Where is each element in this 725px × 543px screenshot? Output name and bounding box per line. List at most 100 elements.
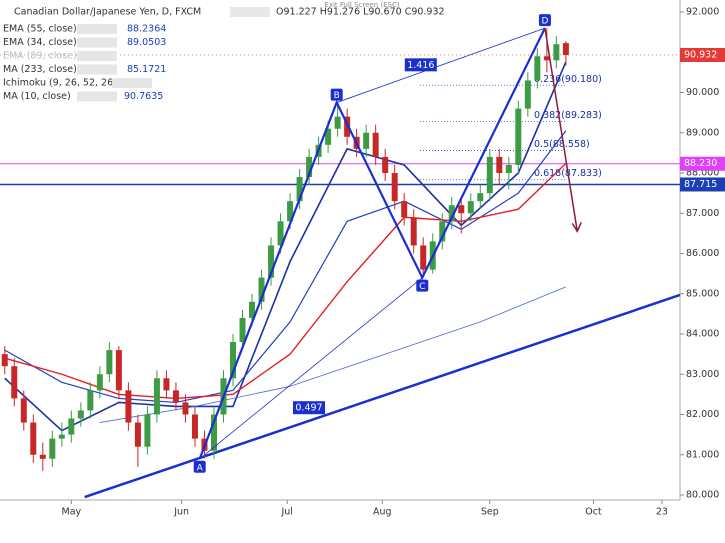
candle-body — [296, 177, 303, 202]
candle-body — [439, 221, 446, 242]
trendline — [84, 293, 681, 499]
candle-body — [467, 201, 474, 214]
indicator-value: 89.0503 — [127, 37, 166, 48]
candle-body — [144, 414, 151, 447]
candle-body — [1, 354, 8, 367]
candle-body — [30, 422, 37, 455]
indicator-name: EMA (34, close) — [3, 37, 77, 48]
projection-arrow — [544, 27, 579, 232]
candle-body — [287, 201, 294, 222]
candle-body — [125, 390, 132, 423]
harmonic-pattern — [198, 27, 546, 460]
candle-body — [87, 390, 94, 411]
candle-body — [486, 156, 493, 194]
point-label: D — [541, 17, 548, 27]
x-tick-label: Jun — [173, 507, 189, 518]
y-tick-label: 92.000 — [686, 7, 719, 18]
y-tick-label: 86.000 — [686, 248, 719, 259]
indicator-line — [99, 286, 567, 423]
y-tick-label: 81.000 — [686, 449, 719, 460]
candle-body — [249, 301, 256, 318]
indicator-value: 88.2364 — [127, 24, 166, 35]
icon-group[interactable] — [230, 7, 270, 17]
point-box — [538, 14, 551, 27]
candle-body — [172, 390, 179, 403]
x-tick-label: 23 — [656, 507, 668, 518]
price-label: 88.230 — [684, 158, 717, 169]
price-label-box — [680, 156, 725, 171]
indicator-icons — [77, 91, 117, 102]
candle-body — [20, 398, 27, 423]
candle-body — [391, 173, 398, 202]
candle-body — [68, 418, 75, 435]
y-tick-label: 90.000 — [686, 87, 719, 98]
indicator-name: Ichimoku (9, 26, 52, 26) — [3, 78, 117, 89]
overlay: Exit Full Screen (ESC) Canadian Dollar/J… — [14, 1, 445, 18]
last-price-box — [680, 47, 725, 62]
y-tick-label: 82.000 — [686, 409, 719, 420]
indicator-name: EMA (55, close) — [3, 24, 77, 35]
x-tick-label: Oct — [585, 507, 602, 518]
indicator-icons — [77, 37, 117, 48]
indicator-icons — [77, 51, 117, 61]
x-tick-label: Sep — [481, 507, 499, 518]
candle-body — [325, 128, 332, 145]
candle-body — [382, 156, 389, 173]
y-tick-label: 83.000 — [686, 369, 719, 380]
candle-body — [39, 454, 46, 459]
y-tick-label: 85.000 — [686, 288, 719, 299]
y-tick-label: 80.000 — [686, 490, 719, 501]
candle-body — [210, 414, 217, 451]
point-label: C — [419, 282, 425, 292]
candle-body — [106, 350, 113, 375]
candle-body — [11, 366, 18, 399]
candle-body — [448, 205, 455, 222]
pattern-ac — [199, 277, 423, 460]
indicator-icons — [112, 78, 152, 88]
indicator-value: 85.1721 — [127, 64, 166, 75]
x-tick-label: May — [62, 507, 82, 518]
candle-body — [496, 156, 503, 173]
fib-label: 0.5(88.558) — [534, 139, 590, 150]
indicator-name: MA (233, close) — [3, 64, 77, 75]
y-tick-label: 88.000 — [686, 168, 719, 179]
candle-body — [182, 402, 189, 415]
point-box — [330, 88, 343, 101]
candle-body — [543, 56, 550, 61]
candle-body — [477, 193, 484, 202]
ratio-box — [404, 58, 437, 72]
exit-fullscreen[interactable]: Exit Full Screen (ESC) — [324, 1, 399, 9]
candle-body — [553, 44, 560, 61]
candle-body — [58, 434, 65, 439]
candle-body — [372, 132, 379, 157]
y-tick-label: 87.000 — [686, 208, 719, 219]
candle-body — [239, 317, 246, 343]
candle-body — [77, 410, 84, 419]
point-label: A — [197, 463, 204, 473]
y-tick-label: 89.000 — [686, 127, 719, 138]
ratio-label: 0.497 — [295, 403, 322, 414]
ohlc-readout: O91.227 H91.276 L90.670 C90.932 — [276, 7, 445, 18]
candle-body — [258, 277, 265, 302]
candle-body — [277, 221, 284, 246]
candle-body — [515, 108, 522, 165]
candle-body — [524, 80, 531, 109]
point-label: B — [334, 91, 340, 101]
candle-body — [268, 245, 275, 278]
candle-body — [410, 217, 417, 246]
x-tick-label: Jul — [280, 507, 292, 518]
candle-body — [49, 438, 56, 459]
y-tick-label: 84.000 — [686, 329, 719, 340]
candle-body — [534, 56, 541, 81]
price-label-box — [680, 177, 725, 192]
plot-area: 0.236(90.180)0.382(89.283)0.5(88.558)0.6… — [0, 14, 681, 499]
ratio-label: 1.416 — [407, 60, 434, 71]
candle-body — [191, 414, 198, 439]
candle-body — [153, 378, 160, 415]
candle-body — [334, 116, 341, 129]
candle-body — [306, 156, 313, 178]
symbol-title: Canadian Dollar/Japanese Yen, D, FXCM — [14, 7, 201, 18]
candle-body — [505, 164, 512, 173]
indicator-icons — [77, 24, 117, 34]
